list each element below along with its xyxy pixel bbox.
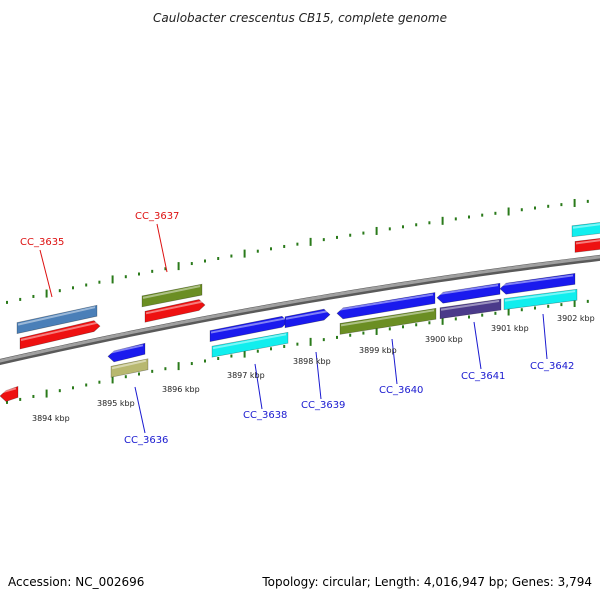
gene-highlight: [504, 290, 576, 302]
gene-feature[interactable]: [503, 288, 578, 310]
gene-feature[interactable]: [0, 385, 19, 402]
gene-highlight: [285, 310, 329, 320]
gene-shape[interactable]: [141, 283, 203, 308]
gene-label-bottom[interactable]: CC_3640: [379, 385, 423, 396]
gene-highlight: [337, 293, 434, 311]
gene-feature[interactable]: [141, 283, 203, 308]
gene-feature[interactable]: [284, 308, 331, 329]
label-pointer-line: [391, 338, 398, 385]
gene-shape[interactable]: [499, 273, 576, 295]
scale-label: 3896 kbp: [162, 385, 200, 394]
inner-tick-track: [6, 298, 589, 404]
gene-highlight: [340, 309, 435, 327]
gene-highlight: [210, 317, 287, 334]
gene-highlight: [142, 285, 201, 299]
gene-shape[interactable]: [339, 307, 437, 335]
gene-shape[interactable]: [144, 299, 206, 323]
scale-label: 3898 kbp: [293, 357, 331, 366]
gene-shape[interactable]: [19, 320, 101, 350]
label-pointer-line: [39, 249, 53, 298]
gene-label-bottom[interactable]: CC_3641: [461, 371, 505, 382]
gene-highlight: [212, 333, 287, 350]
accession-text: Accession: NC_002696: [8, 575, 144, 589]
label-pointer-line: [134, 386, 146, 434]
gene-shape[interactable]: [574, 237, 600, 253]
gene-highlight: [17, 306, 96, 326]
gene-labels: CC_3635 CC_3637 CC_3636 CC_3638 CC_3639 …: [20, 211, 574, 446]
gene-shape[interactable]: [110, 358, 149, 378]
gene-label-top[interactable]: CC_3635: [20, 237, 64, 248]
gene-feature[interactable]: [19, 320, 101, 350]
gene-label-bottom[interactable]: CC_3642: [530, 361, 574, 372]
gene-highlight: [20, 321, 99, 341]
label-pointer-line: [315, 351, 322, 400]
gene-label-top[interactable]: CC_3637: [135, 211, 179, 222]
gene-highlight: [440, 300, 500, 311]
label-pointer-line: [473, 321, 482, 370]
backbone-line: [0, 255, 600, 363]
gene-feature[interactable]: [144, 299, 206, 323]
gene-highlight: [500, 274, 574, 287]
label-pointer-line: [254, 363, 263, 410]
genome-backbone: [0, 254, 600, 366]
outer-tick-track: [6, 198, 589, 304]
scale-label: 3895 kbp: [97, 399, 135, 408]
gene-feature[interactable]: [211, 331, 289, 358]
scale-label: 3899 kbp: [359, 346, 397, 355]
gene-feature[interactable]: [107, 342, 146, 363]
label-pointers: [39, 223, 548, 434]
scale-label: 3900 kbp: [425, 335, 463, 344]
topology-summary: Topology: circular; Length: 4,016,947 bp…: [261, 575, 592, 589]
gene-shape[interactable]: [211, 331, 289, 358]
gene-feature[interactable]: [499, 273, 576, 295]
gene-feature[interactable]: [339, 307, 437, 335]
gene-highlight: [575, 239, 600, 245]
gene-highlight: [0, 387, 17, 394]
gene-highlight: [111, 359, 147, 370]
gene-label-bottom[interactable]: CC_3639: [301, 400, 345, 411]
gene-label-bottom[interactable]: CC_3638: [243, 410, 287, 421]
gene-shape[interactable]: [16, 304, 98, 334]
scale-label: 3894 kbp: [32, 414, 70, 423]
gene-feature[interactable]: [439, 298, 502, 320]
gene-shape[interactable]: [336, 292, 436, 320]
scale-label: 3902 kbp: [557, 314, 595, 323]
gene-highlight: [145, 300, 204, 315]
gene-highlight: [572, 223, 600, 229]
scale-label: 3901 kbp: [491, 324, 529, 333]
gene-label-bottom[interactable]: CC_3636: [124, 435, 168, 446]
gene-highlight: [437, 284, 499, 296]
gene-shape[interactable]: [284, 308, 331, 329]
gene-feature[interactable]: [16, 304, 98, 334]
label-pointer-line: [542, 313, 548, 360]
map-title: Caulobacter crescentus CB15, complete ge…: [153, 11, 447, 25]
scale-label: 3897 kbp: [227, 371, 265, 380]
gene-feature[interactable]: [571, 221, 600, 238]
gene-highlight: [108, 344, 144, 354]
gene-feature[interactable]: [336, 292, 436, 320]
label-pointer-line: [156, 223, 168, 273]
gene-feature[interactable]: [110, 358, 149, 378]
gene-features: [0, 221, 600, 402]
gene-feature[interactable]: [574, 237, 600, 253]
scale-labels: 3894 kbp 3895 kbp 3896 kbp 3897 kbp 3898…: [32, 314, 595, 423]
gene-shape[interactable]: [503, 288, 578, 310]
gene-shape[interactable]: [571, 221, 600, 238]
gene-shape[interactable]: [107, 342, 146, 363]
gene-shape[interactable]: [439, 298, 502, 320]
gene-shape[interactable]: [0, 385, 19, 402]
